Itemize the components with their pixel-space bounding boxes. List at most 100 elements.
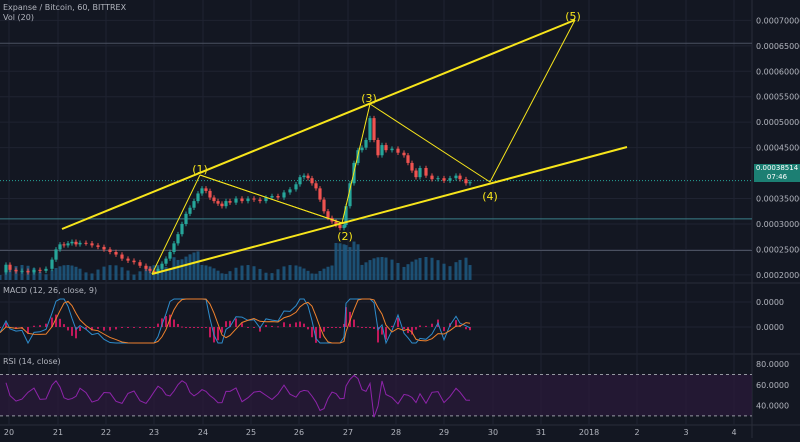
time-tick-label: 31 xyxy=(536,428,546,437)
macd-histogram-bar xyxy=(407,327,409,334)
volume-bar xyxy=(164,266,168,280)
time-axis[interactable]: 20 21 22 23 24 25 26 27 28 29 30 31 2018 2 3 4 xyxy=(4,428,737,437)
candle-body xyxy=(78,242,82,245)
macd-histogram-bar xyxy=(259,327,261,332)
macd-histogram-bar xyxy=(343,323,345,327)
macd-histogram-bar xyxy=(247,327,249,328)
macd-histogram-bar xyxy=(103,327,105,331)
macd-histogram-bar xyxy=(397,317,399,327)
candle-body xyxy=(436,178,440,180)
price-tick-label: 0.00060000 xyxy=(756,67,800,76)
volume-bar xyxy=(8,268,12,280)
candle-body xyxy=(228,201,232,203)
candle-body xyxy=(70,241,74,244)
macd-histogram-bar xyxy=(339,327,341,328)
channel-lower-line xyxy=(151,146,628,275)
macd-histogram-bar xyxy=(307,327,309,330)
candle-body xyxy=(464,179,468,184)
candle-body xyxy=(148,268,152,271)
candle-body xyxy=(144,265,148,269)
volume-bar xyxy=(216,270,220,280)
macd-histogram-bar xyxy=(411,327,413,335)
macd-histogram-bar xyxy=(253,327,255,328)
price-pane[interactable]: (1) (2) (3) (4) (5) xyxy=(0,10,628,280)
volume-bar xyxy=(144,267,148,280)
volume-bar xyxy=(448,266,452,280)
candle-body xyxy=(342,225,346,229)
macd-histogram-bar xyxy=(415,327,417,330)
macd-histogram-bar xyxy=(225,321,227,327)
macd-histogram-bar xyxy=(365,327,367,328)
volume-bar xyxy=(410,261,414,280)
volume-bar xyxy=(356,244,360,280)
candle-body xyxy=(168,252,172,259)
candle-body xyxy=(192,201,196,208)
wave-label: (5) xyxy=(565,10,581,23)
volume-bar xyxy=(184,256,188,280)
volume-bar xyxy=(342,244,346,280)
volume-bar xyxy=(66,265,70,280)
macd-histogram-bar xyxy=(345,307,347,327)
macd-histogram-bar xyxy=(33,325,35,327)
candle-body xyxy=(234,198,238,203)
candle-body xyxy=(302,175,306,178)
macd-histogram-bar xyxy=(361,327,363,328)
candle-body xyxy=(458,175,462,180)
candle-body xyxy=(310,178,314,184)
macd-tick-label: 0.0000 xyxy=(756,298,784,307)
rsi-band xyxy=(0,374,752,416)
volume-bar xyxy=(454,262,458,280)
price-tick-label: 0.00045000 xyxy=(756,144,800,153)
macd-histogram-bar xyxy=(169,314,171,327)
volume-bar xyxy=(396,262,400,280)
candle-body xyxy=(380,145,384,156)
volume-bar xyxy=(344,245,348,280)
volume-bars xyxy=(0,241,472,280)
volume-bar xyxy=(78,268,82,280)
volume-bar xyxy=(224,273,228,280)
candle-body xyxy=(240,198,244,202)
macd-histogram-bar xyxy=(465,327,467,330)
price-axis[interactable]: 0.00070000 0.00065000 0.00060000 0.00055000… xyxy=(756,16,800,280)
price-tick-label: 0.00070000 xyxy=(756,16,800,25)
volume-bar xyxy=(282,266,286,280)
volume-bar xyxy=(402,266,406,280)
signal-line xyxy=(0,298,471,344)
candle-body xyxy=(288,189,292,193)
candle-body xyxy=(120,254,124,259)
candle-body xyxy=(338,225,342,229)
macd-histogram-bar xyxy=(327,327,329,328)
rsi-line xyxy=(5,374,471,418)
volume-bar xyxy=(414,259,418,280)
rsi-pane[interactable]: 80.0000 60.0000 40.0000 xyxy=(0,360,789,418)
volume-bar xyxy=(44,274,48,280)
volume-bar xyxy=(264,272,268,280)
volume-bar xyxy=(62,265,66,280)
volume-bar xyxy=(468,265,472,280)
candle-body xyxy=(74,241,78,245)
volume-bar xyxy=(348,247,352,280)
volume-bar xyxy=(302,268,306,280)
volume-bar xyxy=(204,265,208,280)
candle-body xyxy=(66,243,70,246)
volume-bar xyxy=(246,265,250,280)
time-tick-label: 2018 xyxy=(579,428,599,437)
candle-body xyxy=(294,184,298,190)
macd-histogram-bar xyxy=(299,321,301,327)
macd-histogram-bar xyxy=(45,323,47,327)
macd-pane[interactable]: 0.0000 0.0000 xyxy=(0,298,784,345)
time-tick-label: 24 xyxy=(198,428,208,437)
macd-histogram-bar xyxy=(353,319,355,327)
macd-histogram-bar xyxy=(127,327,129,328)
volume-bar xyxy=(90,273,94,280)
macd-histogram-bar xyxy=(403,327,405,330)
volume-bar xyxy=(270,273,274,280)
candle-body xyxy=(424,168,428,176)
volume-bar xyxy=(70,265,74,280)
time-tick-label: 25 xyxy=(246,428,256,437)
candle-body xyxy=(430,175,434,180)
volume-label: Vol (20) xyxy=(3,13,34,22)
candle-body xyxy=(216,201,220,204)
